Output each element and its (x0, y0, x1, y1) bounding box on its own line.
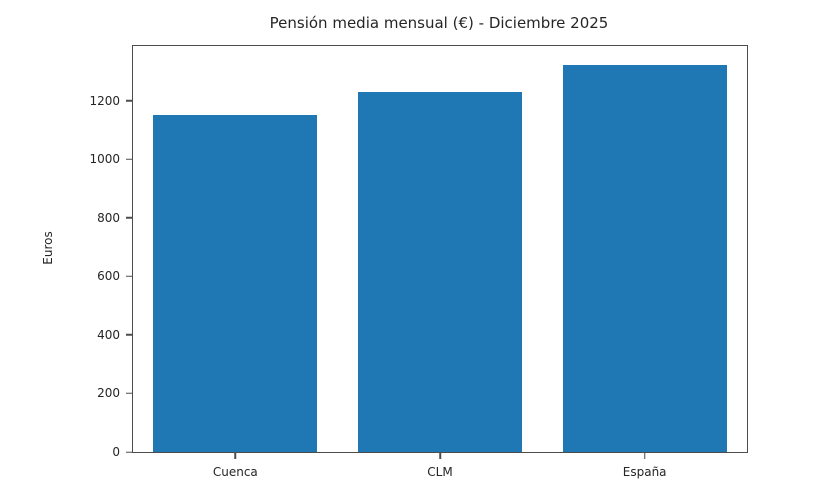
y-tick-label: 200 (97, 386, 120, 401)
bar-cuenca (153, 115, 318, 452)
y-tick-label: 600 (97, 269, 120, 284)
plot-area: 0 200 400 600 800 1000 1200 Cuenca CLM España (89, 45, 748, 479)
x-tick-label-espa-a: España (622, 465, 667, 479)
x-tick-mark (439, 453, 441, 459)
x-tick-mark (643, 453, 646, 459)
y-tick-mark (126, 158, 132, 160)
y-tick-label: 1000 (89, 152, 120, 167)
y-tick-mark (126, 334, 132, 336)
x-tick-label-clm: CLM (427, 465, 453, 479)
y-tick-label: 800 (97, 210, 120, 225)
x-tick-label-cuenca: Cuenca (212, 465, 258, 479)
y-tick-label: 400 (97, 327, 120, 342)
bar-espa-a (562, 65, 727, 452)
y-tick-mark (126, 275, 132, 277)
x-tick-mark (234, 453, 237, 459)
chart-title: Pensión media mensual (€) - Diciembre 20… (269, 14, 609, 32)
y-tick-mark (126, 99, 132, 102)
y-tick-label: 0 (112, 445, 120, 459)
y-axis-label: Euros (41, 231, 55, 265)
y-tick-label: 1200 (89, 93, 120, 108)
bar-clm (358, 91, 522, 452)
y-tick-mark (126, 216, 132, 219)
y-tick-mark (126, 451, 132, 453)
y-tick-mark (126, 392, 132, 395)
